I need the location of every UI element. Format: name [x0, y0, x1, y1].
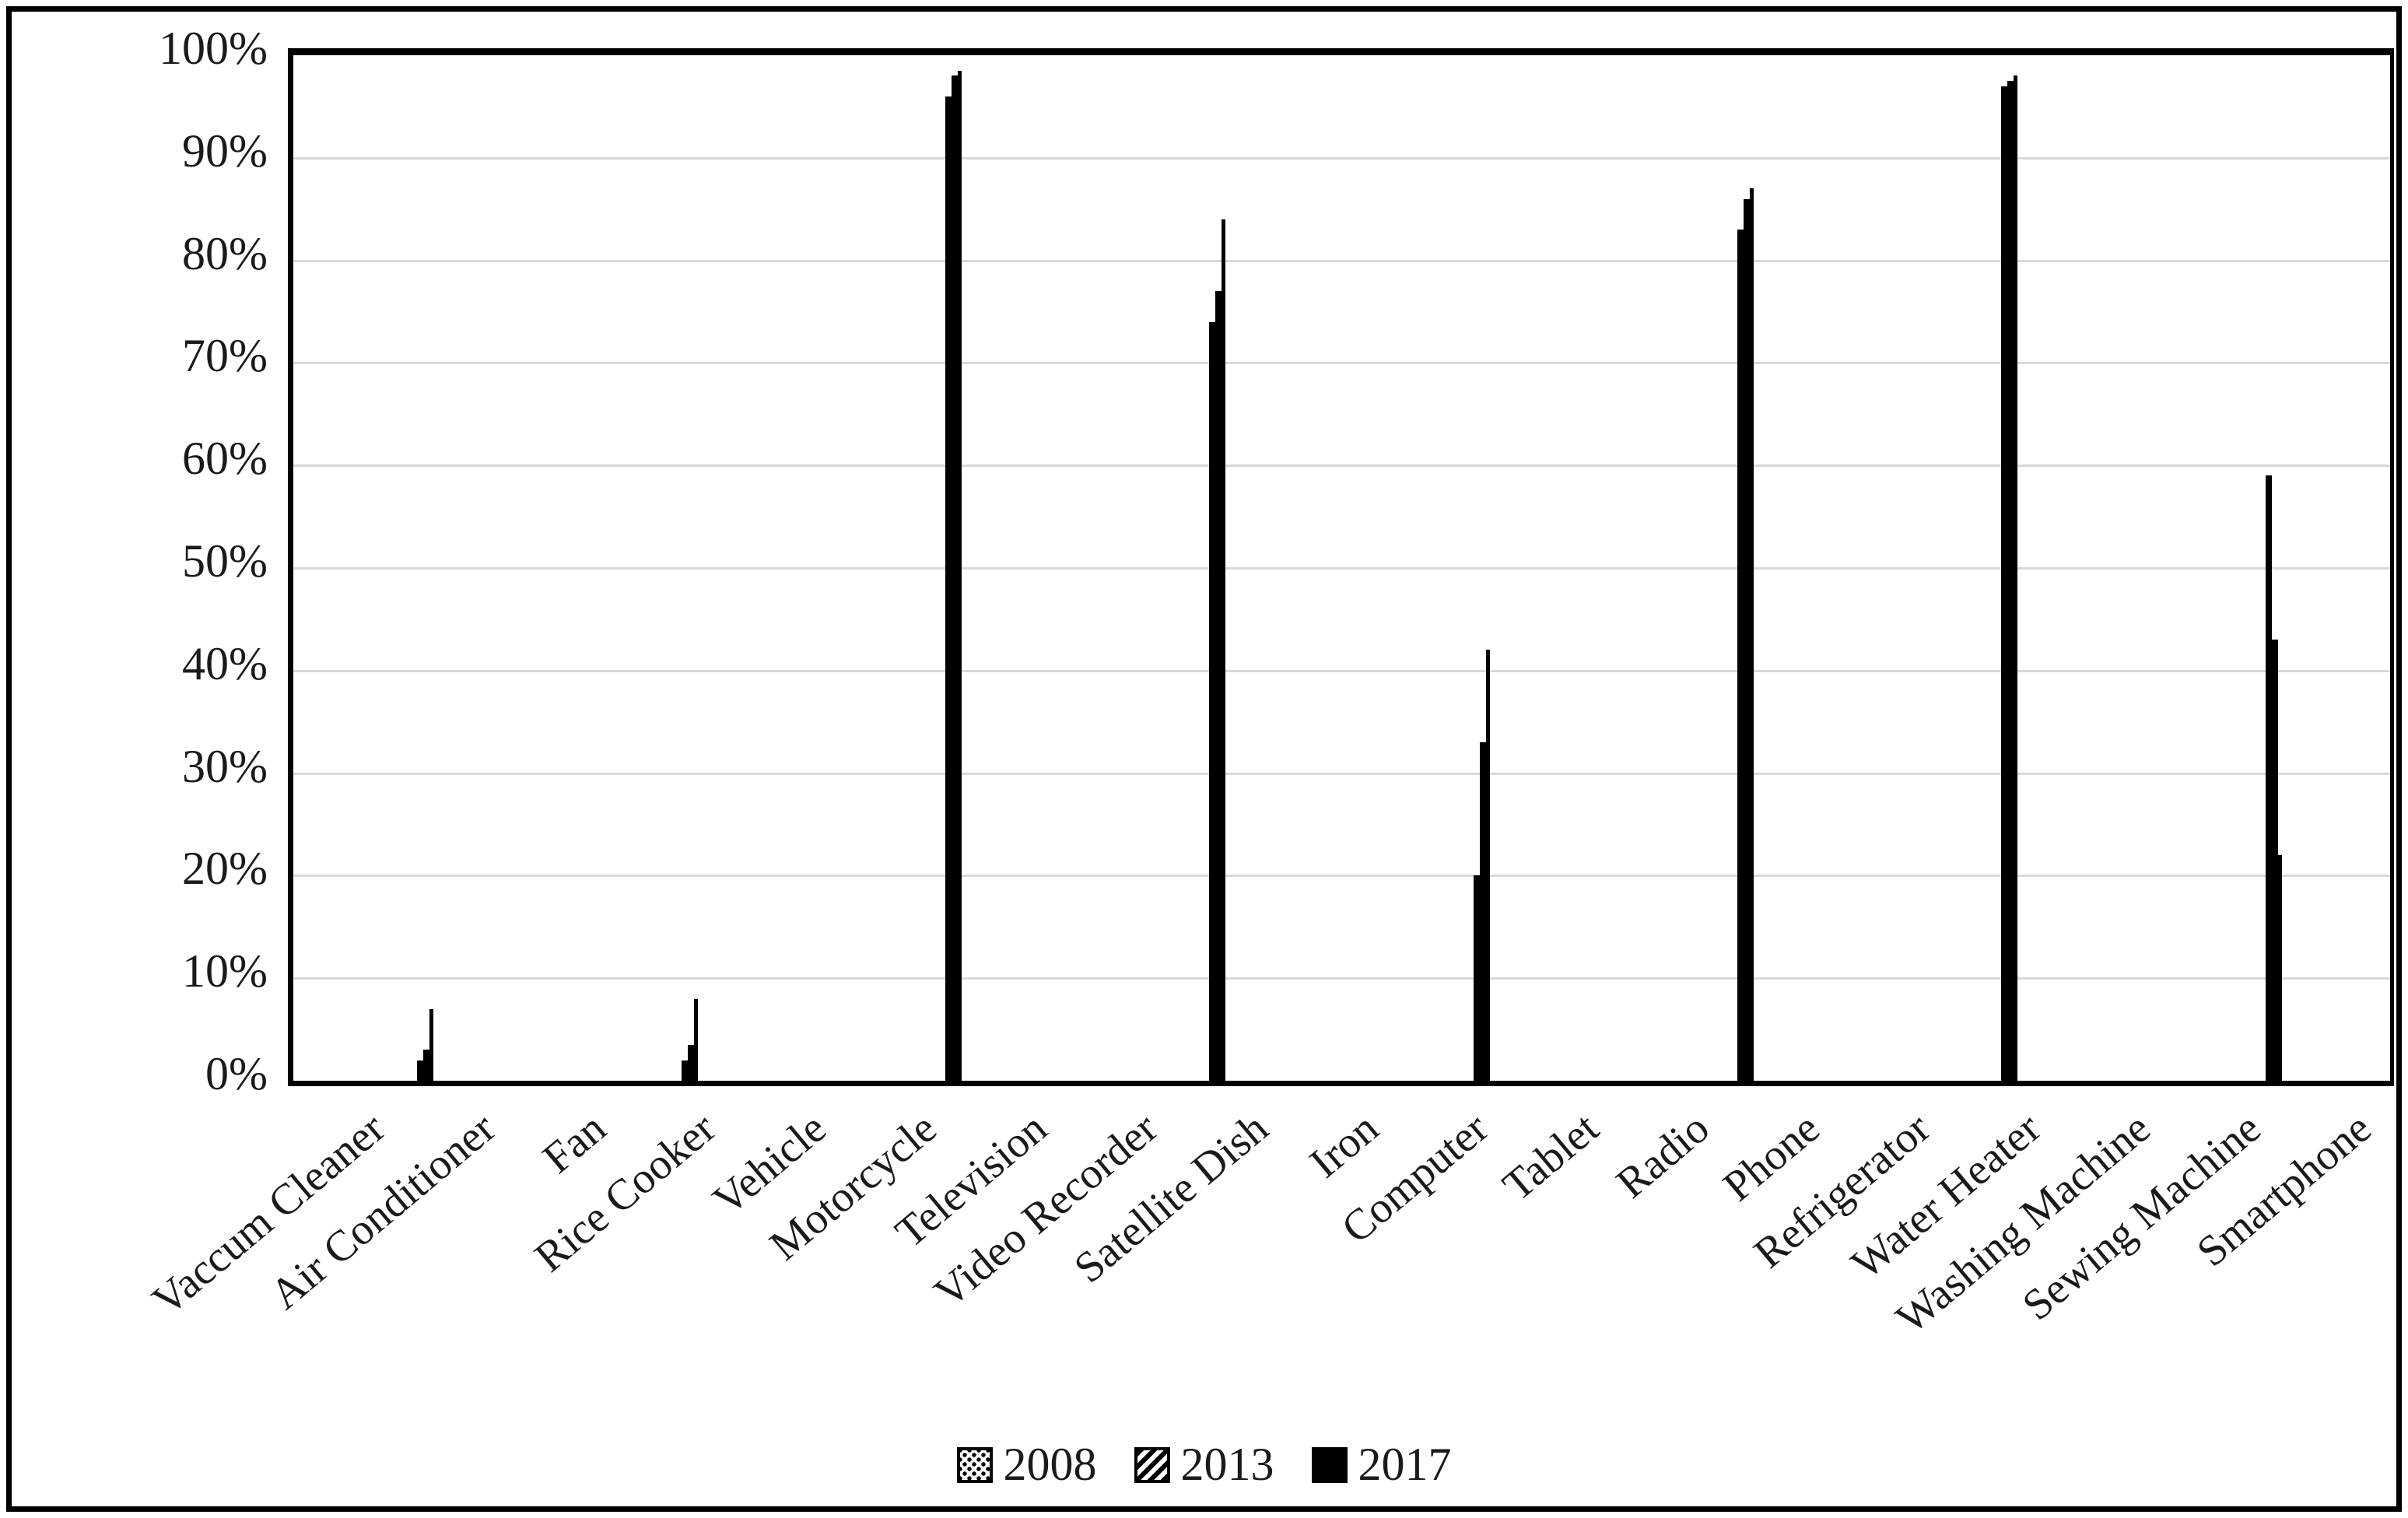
bar-2017-rice-cooker — [1222, 219, 1226, 1081]
gridline-40 — [293, 669, 2390, 672]
legend-label-2008: 2008 — [1003, 1439, 1097, 1490]
bar-2017-air-conditioner — [693, 998, 698, 1081]
legend-item-2017: 2017 — [1311, 1438, 1452, 1492]
bar-group-motorcycle — [1614, 55, 1877, 1081]
legend-swatch-solid-icon — [1311, 1446, 1348, 1483]
bar-2008-vaccum-cleaner — [417, 1060, 424, 1081]
bar-group-rice-cooker — [1085, 55, 1349, 1081]
y-tick-label-90: 90% — [182, 124, 268, 177]
legend-swatch-dots-icon — [956, 1446, 993, 1483]
bar-group-vehicle — [1350, 55, 1614, 1081]
x-label-text: Radio — [1607, 1103, 1719, 1208]
y-tick-label-20: 20% — [182, 843, 268, 895]
gridline-90 — [293, 156, 2390, 160]
gridline-60 — [293, 465, 2390, 468]
bar-group-air-conditioner — [557, 55, 821, 1081]
legend-label-2017: 2017 — [1358, 1439, 1452, 1490]
bar-2013-television — [2007, 80, 2014, 1081]
bar-2013-rice-cooker — [1215, 291, 1222, 1081]
y-tick-label-70: 70% — [182, 330, 268, 382]
gridline-50 — [293, 567, 2390, 570]
bar-2008-rice-cooker — [1209, 321, 1216, 1081]
bar-2008-vehicle — [1473, 875, 1480, 1081]
bar-2017-vaccum-cleaner — [429, 1008, 434, 1081]
y-tick-label-100: 100% — [159, 23, 268, 74]
y-tick-label-80: 80% — [182, 227, 268, 279]
bar-2013-fan — [951, 75, 958, 1081]
gridline-30 — [293, 772, 2390, 775]
bar-2008-motorcycle — [1737, 230, 1744, 1081]
y-tick-label-60: 60% — [182, 433, 268, 485]
bar-2013-motorcycle — [1744, 198, 1751, 1081]
legend-swatch-hatch-icon — [1134, 1446, 1170, 1483]
bar-2013-vaccum-cleaner — [423, 1050, 430, 1081]
bar-group-video-recorder — [2142, 55, 2406, 1081]
bar-groups — [293, 55, 2390, 1081]
plot-area — [288, 48, 2394, 1086]
bar-2017-fan — [957, 70, 962, 1081]
x-label-text: Fan — [533, 1103, 615, 1183]
y-tick-label-10: 10% — [182, 945, 268, 997]
bar-2017-video-recorder — [2277, 855, 2282, 1081]
y-tick-label-30: 30% — [182, 740, 268, 792]
gridline-20 — [293, 875, 2390, 878]
bar-2017-television — [2014, 75, 2018, 1081]
y-tick-label-0: 0% — [205, 1048, 268, 1099]
legend-item-2008: 2008 — [956, 1438, 1097, 1492]
legend: 2008 2013 2017 — [0, 1438, 2408, 1492]
bar-group-vaccum-cleaner — [293, 55, 557, 1081]
bar-2017-motorcycle — [1750, 188, 1754, 1081]
y-tick-label-40: 40% — [182, 637, 268, 689]
bar-group-television — [1877, 55, 2141, 1081]
bar-2008-television — [2001, 86, 2008, 1081]
gridline-80 — [293, 259, 2390, 262]
bar-group-fan — [822, 55, 1085, 1081]
legend-label-2013: 2013 — [1180, 1439, 1274, 1490]
y-tick-label-50: 50% — [182, 535, 268, 587]
legend-item-2013: 2013 — [1134, 1438, 1274, 1492]
bar-2013-air-conditioner — [687, 1044, 694, 1081]
bar-2008-fan — [945, 96, 952, 1081]
x-label-text: Tablet — [1494, 1103, 1608, 1211]
bar-2013-vehicle — [1479, 742, 1486, 1081]
gridline-70 — [293, 362, 2390, 365]
bar-2017-vehicle — [1485, 650, 1490, 1081]
bar-2008-air-conditioner — [681, 1060, 688, 1081]
bar-2013-video-recorder — [2271, 640, 2278, 1081]
x-label-text: Iron — [1300, 1103, 1387, 1188]
gridline-10 — [293, 977, 2390, 980]
bar-2008-video-recorder — [2265, 475, 2272, 1081]
